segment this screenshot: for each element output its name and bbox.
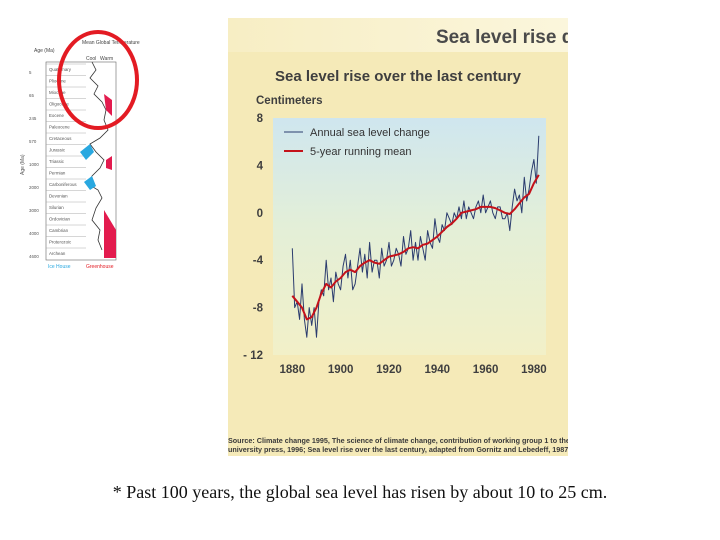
annual-series-line [291,135,540,338]
mini-period-label: Paleocene [49,125,70,130]
mini-greenhouse-fill [104,94,112,116]
mini-age-label: 570 [29,139,37,144]
mini-period-label: Ordovician [49,217,71,222]
mini-age-label: 65 [29,93,34,98]
mini-axis-label: Age (Ma) [20,154,26,175]
mini-period-label: Cretaceous [49,136,72,141]
y-tick-label: -4 [253,255,264,267]
x-tick-label: 1880 [280,364,306,376]
source-line-1: Source: Climate change 1995, The science… [228,436,568,445]
y-axis-label: Centimeters [256,95,322,107]
legend-label: Annual sea level change [310,127,430,139]
y-tick-label: 4 [257,160,264,172]
mini-footer-left: Ice House [48,264,71,270]
mini-period-label: Proterozoic [49,240,72,245]
mini-period-label: Cambrian [49,228,69,233]
mini-age-label: 2000 [29,185,39,190]
mini-warm-label: Warm [100,56,113,62]
mini-age-label: 4000 [29,231,39,236]
mini-cold-label: Cool [86,56,96,62]
mini-period-label: Silurian [49,205,64,210]
mini-icehouse-fill [80,144,94,160]
x-tick-label: 1940 [424,364,450,376]
slide-caption: * Past 100 years, the global sea level h… [112,482,608,502]
mini-temperature-curve [87,61,109,251]
mini-icehouse-fill-2 [84,176,96,190]
mini-age-label: 245 [29,116,37,121]
mini-age-label: 1000 [29,162,39,167]
mini-period-label: Permian [49,171,66,176]
panel-header-band [228,18,568,52]
mini-table-frame [45,61,117,261]
source-note: Source: Climate change 1995, The science… [228,436,568,454]
mini-header-left: Age (Ma) [34,48,55,54]
mini-header-right: Mean Global Temperature [82,40,140,46]
x-tick-label: 1980 [521,364,547,376]
x-tick-label: 1900 [328,364,354,376]
x-tick-label: 1960 [473,364,499,376]
x-tick-label: 1920 [376,364,402,376]
highlight-circle [57,30,139,130]
mini-age-label: 5 [29,70,32,75]
sea-level-line-chart: Centimeters 8 4 0 -4 -8 - 12 1880 1900 1920 1940 19… [243,95,547,376]
panel-header-title: Sea level rise du [436,27,568,48]
legend-label: 5-year running mean [310,146,412,158]
mini-period-label: Triassic [49,159,65,164]
mini-period-label: Oligocene [49,102,69,107]
mini-period-label: Carboniferous [49,182,77,187]
mini-footer-right: Greenhouse [86,264,114,270]
mini-greenhouse-fill-3 [106,156,112,170]
running-mean-line [291,174,540,321]
mini-period-label: Jurassic [49,148,66,153]
mini-age-label: 3000 [29,208,39,213]
mini-period-label: Eocene [49,113,64,118]
mini-greenhouse-fill-2 [104,210,116,258]
y-tick-label: -8 [253,303,264,315]
mini-period-label: Devonian [49,194,68,199]
y-tick-label: 8 [257,113,264,125]
source-line-2: university press, 1996; Sea level rise o… [228,445,568,454]
y-tick-label: - 12 [243,350,263,362]
y-tick-label: 0 [257,208,263,220]
mini-period-label: Archean [49,251,66,256]
chart-title: Sea level rise over the last century [275,68,521,85]
sea-level-chart-panel: Sea level rise du Centimeters 8 4 0 -4 -8 - 12… [228,18,568,456]
mini-period-label: Miocene [49,90,66,95]
mini-age-label: 4600 [29,254,39,259]
geologic-temperature-figure: Age (Ma) Mean Global Temperature Cool Wa… [20,30,140,280]
